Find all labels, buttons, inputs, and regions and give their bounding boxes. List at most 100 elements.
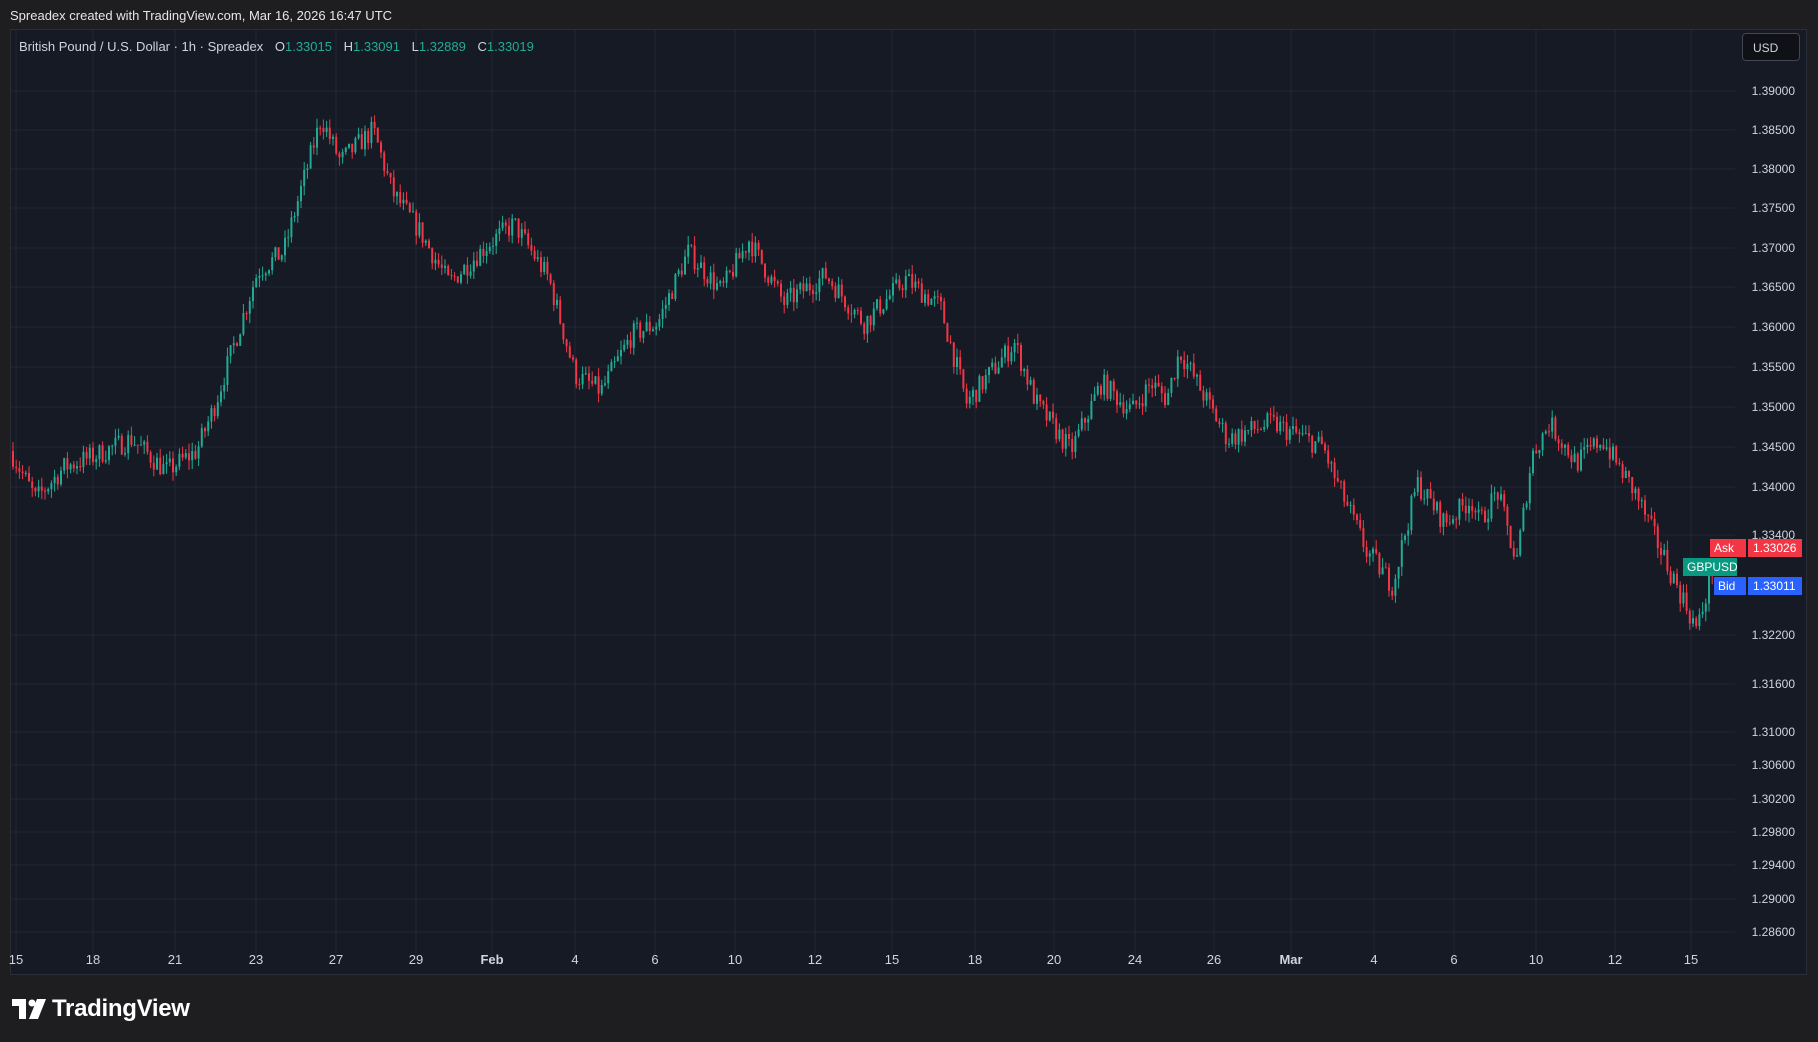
- candle-body: [82, 451, 85, 468]
- candle-body: [316, 127, 318, 148]
- candle-body: [1237, 429, 1240, 445]
- candle-body: [1688, 610, 1691, 624]
- candle-body: [552, 283, 555, 306]
- candle-body: [1384, 567, 1387, 569]
- candle-body: [463, 264, 466, 275]
- candle-body: [831, 281, 834, 287]
- tradingview-logo[interactable]: TradingView: [12, 994, 190, 1024]
- symbol-title: British Pound / U.S. Dollar · 1h · Sprea…: [19, 39, 264, 54]
- candle-body: [757, 242, 760, 250]
- y-tick-label: 1.39000: [1752, 84, 1796, 98]
- candle-body: [1036, 394, 1038, 404]
- candle-body: [1608, 447, 1611, 460]
- candle-body: [1208, 392, 1211, 400]
- x-tick-label: 15: [9, 952, 23, 967]
- candle-body: [1269, 413, 1272, 415]
- candle-body: [50, 483, 53, 489]
- candle-body: [1362, 527, 1365, 547]
- price-axis: 1.39000 1.38500 1.38000 1.37500 1.37000 1.365…: [1752, 84, 1796, 939]
- candle-body: [991, 362, 994, 368]
- candle-body: [328, 127, 331, 139]
- candle-body: [312, 145, 315, 148]
- candle-body: [1336, 478, 1339, 482]
- candle-body: [1157, 382, 1160, 387]
- symbol-badge: GBPUSD: [1683, 558, 1738, 576]
- candle-body: [290, 217, 293, 238]
- candle-body: [725, 270, 728, 283]
- candle-body: [796, 289, 798, 303]
- candle-body: [828, 278, 830, 282]
- candle-body: [556, 299, 558, 306]
- candle-body: [613, 361, 616, 363]
- chart-frame[interactable]: [10, 29, 1807, 975]
- candle-body: [444, 265, 446, 268]
- candle-body: [520, 229, 523, 238]
- candle-body: [264, 273, 267, 276]
- candle-body: [1285, 422, 1288, 440]
- candle-body: [1400, 539, 1403, 567]
- candle-body: [271, 257, 274, 271]
- candle-body: [600, 384, 603, 394]
- candle-body: [1560, 443, 1563, 448]
- candle-body: [72, 464, 75, 469]
- candle-body: [1141, 403, 1144, 407]
- candle-body: [1391, 590, 1394, 596]
- candle-body: [968, 396, 971, 404]
- candle-body: [1160, 386, 1163, 394]
- candle-body: [658, 319, 661, 327]
- candle-body: [1183, 359, 1186, 370]
- candle-body: [319, 127, 322, 129]
- candle-body: [677, 270, 680, 275]
- candle-body: [856, 309, 859, 311]
- candle-body: [876, 299, 878, 309]
- candle-body: [1228, 443, 1230, 445]
- candle-body: [258, 275, 261, 278]
- candle-body: [732, 271, 734, 277]
- candle-body: [178, 453, 181, 467]
- candle-body: [1320, 436, 1323, 445]
- candle-body: [616, 356, 619, 362]
- candle-body: [1135, 400, 1138, 405]
- candle-body: [1621, 464, 1624, 479]
- candle-body: [1173, 377, 1176, 379]
- candle-body: [1084, 418, 1086, 423]
- candle-body: [764, 263, 766, 278]
- candle-body: [1432, 498, 1435, 511]
- candle-body: [495, 233, 498, 246]
- candle-body: [1317, 436, 1320, 442]
- candle-body: [655, 326, 658, 330]
- candle-body: [1087, 418, 1090, 423]
- candle-body: [882, 309, 885, 314]
- candle-body: [1039, 394, 1042, 402]
- candle-body: [604, 383, 606, 385]
- tradingview-logo-icon: [12, 999, 46, 1019]
- candle-body: [261, 275, 264, 277]
- candle-body: [735, 252, 738, 277]
- candle-body: [232, 343, 235, 346]
- candle-body: [1378, 553, 1381, 575]
- candle-body: [1442, 513, 1445, 527]
- candle-body: [709, 272, 712, 284]
- candle-body: [1298, 432, 1301, 435]
- candle-body: [949, 341, 952, 343]
- candle-body: [642, 331, 645, 338]
- candle-body: [402, 199, 405, 204]
- candle-body: [1068, 434, 1070, 440]
- y-tick-label: 1.30200: [1752, 792, 1796, 806]
- candle-body: [1004, 345, 1006, 358]
- x-tick-label: 20: [1047, 952, 1061, 967]
- candle-body: [1637, 488, 1640, 502]
- candle-body: [460, 274, 462, 283]
- candle-body: [629, 339, 632, 348]
- candle-body: [1397, 566, 1400, 579]
- currency-button[interactable]: USD: [1742, 33, 1800, 61]
- candle-body: [511, 218, 514, 236]
- candle-body: [1516, 555, 1518, 557]
- candle-body: [888, 295, 891, 299]
- candle-body: [172, 458, 174, 473]
- y-tick-label: 1.38000: [1752, 162, 1796, 176]
- candle-body: [1692, 618, 1694, 624]
- candle-body: [1346, 501, 1349, 506]
- candle-body: [533, 250, 536, 260]
